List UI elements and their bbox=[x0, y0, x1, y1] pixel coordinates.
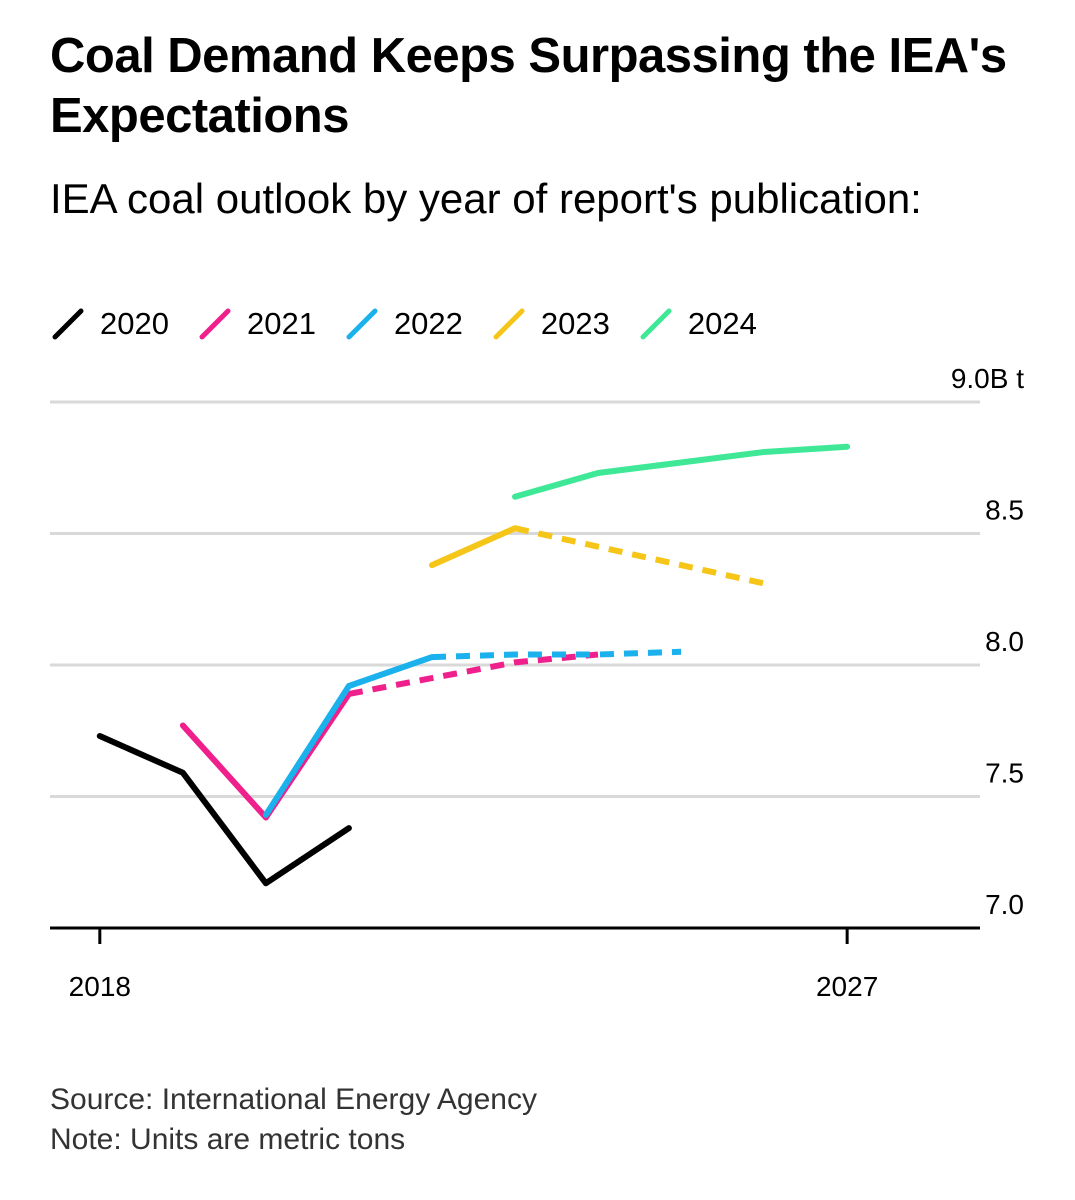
series-2021-line bbox=[179, 690, 352, 821]
series-2020-line bbox=[96, 733, 352, 887]
series-lines bbox=[96, 443, 851, 887]
legend-swatch-2023 bbox=[493, 308, 525, 340]
series-2021-forecast-line bbox=[348, 651, 599, 697]
legend-swatch-2021 bbox=[199, 308, 231, 340]
chart-title: Coal Demand Keeps Surpassing the IEA's E… bbox=[50, 29, 1007, 143]
legend-label-2020: 2020 bbox=[100, 306, 169, 341]
chart-subtitle: IEA coal outlook by year of report's pub… bbox=[50, 175, 922, 222]
legend-item-2022: 2022 bbox=[344, 304, 463, 344]
x-axis: 2018 2027 bbox=[50, 926, 980, 1002]
gridlines: 7.0 7.5 8.0 8.5 9.0B t bbox=[50, 363, 1024, 920]
series-2024-line bbox=[512, 443, 851, 500]
line-chart: 7.0 7.5 8.0 8.5 9.0B t 2018 2027 bbox=[50, 363, 1024, 1002]
legend-label-2021: 2021 bbox=[246, 306, 316, 341]
y-tick-label-8-5: 8.5 bbox=[985, 495, 1024, 526]
legend-swatch-2020 bbox=[52, 308, 84, 340]
legend-label-2023: 2023 bbox=[540, 306, 610, 341]
y-tick-label-7: 7.0 bbox=[985, 889, 1024, 920]
legend-item-2023: 2023 bbox=[491, 304, 610, 344]
legend-label-2022: 2022 bbox=[393, 306, 463, 341]
legend: 2020 2021 2022 2023 2024 bbox=[50, 302, 785, 346]
legend-item-2021: 2021 bbox=[197, 304, 316, 344]
x-tick-label-2027: 2027 bbox=[816, 971, 878, 1002]
source-note: Source: International Energy Agency bbox=[50, 1083, 537, 1116]
y-tick-label-9: 9.0B t bbox=[951, 363, 1024, 394]
legend-item-2020: 2020 bbox=[50, 304, 169, 344]
series-2022-line bbox=[262, 654, 435, 818]
y-tick-label-8: 8.0 bbox=[985, 626, 1024, 657]
units-note: Note: Units are metric tons bbox=[50, 1123, 406, 1156]
y-tick-label-7-5: 7.5 bbox=[985, 758, 1024, 789]
footer: Source: International Energy Agency Note… bbox=[50, 1080, 537, 1160]
legend-swatch-2022 bbox=[346, 308, 378, 340]
series-2022-forecast-line bbox=[431, 648, 682, 661]
series-2023-forecast-line bbox=[514, 525, 765, 587]
legend-swatch-2024 bbox=[640, 308, 672, 340]
legend-item-2024: 2024 bbox=[638, 304, 757, 344]
series-2023-line bbox=[429, 525, 518, 569]
legend-label-2024: 2024 bbox=[687, 306, 757, 341]
x-tick-label-2018: 2018 bbox=[69, 971, 131, 1002]
